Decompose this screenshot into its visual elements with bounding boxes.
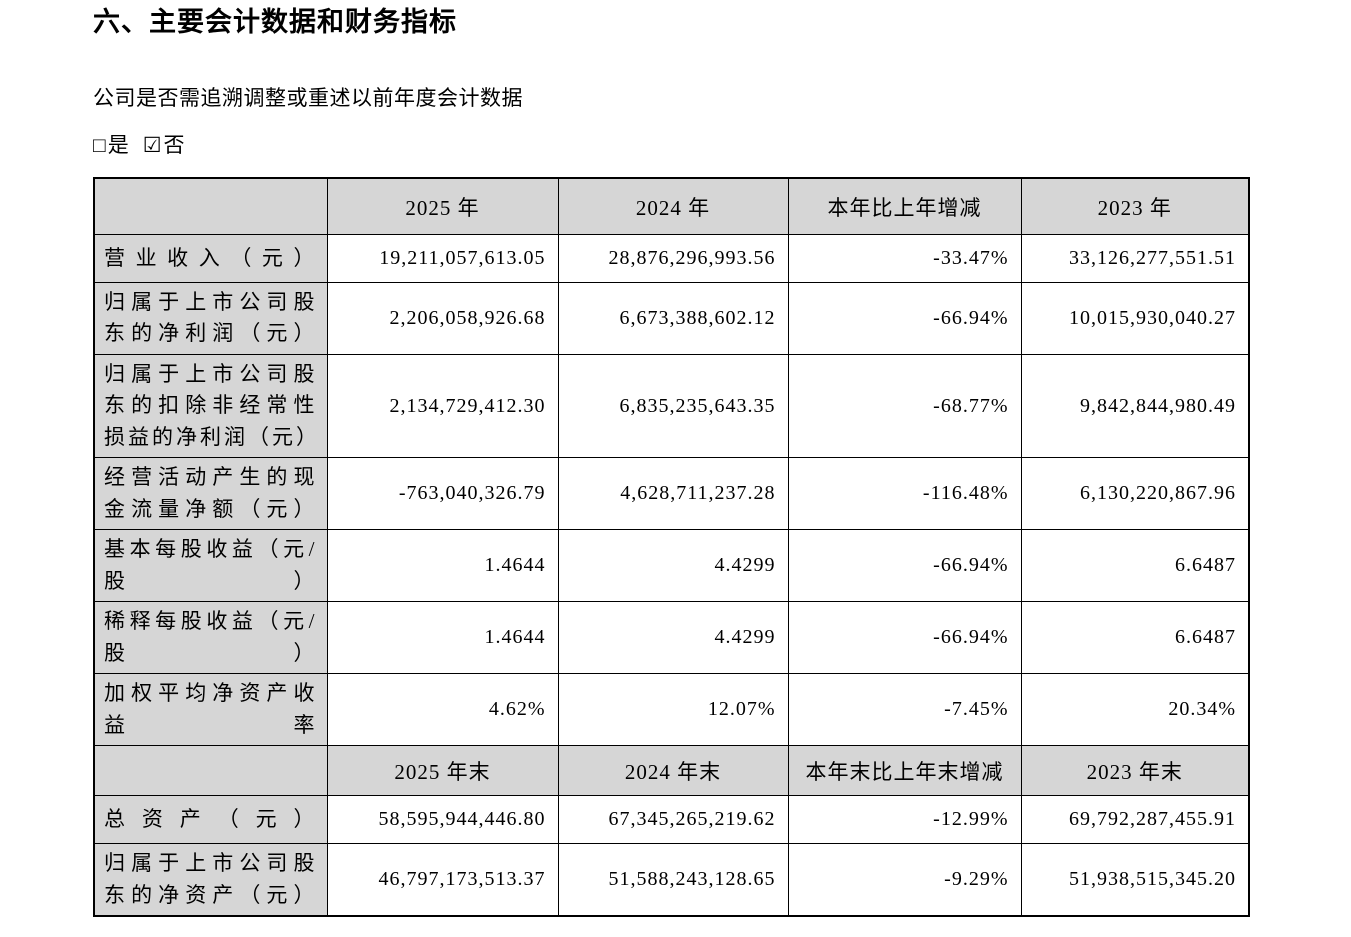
cell-value: -763,040,326.79: [326, 457, 559, 531]
header-yoy-change: 本年比上年增减: [787, 177, 1022, 235]
table-row-diluted-eps: 稀释每股收益（元/股） 1.4644 4.4299 -66.94% 6.6487: [93, 601, 1250, 675]
table-row-operating-cash-flow: 经营活动产生的现金流量净额（元） -763,040,326.79 4,628,7…: [93, 457, 1250, 531]
cell-value: 1.4644: [326, 529, 559, 603]
table-row-revenue: 营业收入（元） 19,211,057,613.05 28,876,296,993…: [93, 233, 1250, 283]
header-2023-yearend: 2023 年末: [1020, 745, 1250, 797]
cell-value: 6,835,235,643.35: [557, 353, 789, 459]
row-label: 归属于上市公司股东的净资产（元）: [93, 843, 328, 917]
table-row-total-assets: 总资产（元） 58,595,944,446.80 67,345,265,219.…: [93, 795, 1250, 845]
cell-value: -9.29%: [787, 843, 1022, 917]
section-title: 六、主要会计数据和财务指标: [93, 7, 457, 37]
cell-value: 4.62%: [326, 673, 559, 747]
financial-indicators-table: 2025 年 2024 年 本年比上年增减 2023 年 营业收入（元） 19,…: [93, 177, 1250, 918]
table-row-net-assets: 归属于上市公司股东的净资产（元） 46,797,173,513.37 51,58…: [93, 843, 1250, 917]
cell-value: -7.45%: [787, 673, 1022, 747]
header-2025: 2025 年: [326, 177, 559, 235]
cell-value: -66.94%: [787, 601, 1022, 675]
cell-value: 6,673,388,602.12: [557, 281, 789, 355]
header-yearend-change: 本年末比上年末增减: [787, 745, 1022, 797]
cell-value: 2,206,058,926.68: [326, 281, 559, 355]
cell-value: 4.4299: [557, 529, 789, 603]
header-blank-cell: [93, 177, 328, 235]
header-2025-yearend: 2025 年末: [326, 745, 559, 797]
cell-value: 28,876,296,993.56: [557, 233, 789, 283]
cell-value: 12.07%: [557, 673, 789, 747]
cell-value: -68.77%: [787, 353, 1022, 459]
row-label: 稀释每股收益（元/股）: [93, 601, 328, 675]
header-2023: 2023 年: [1020, 177, 1250, 235]
checkbox-yes-label: 是: [107, 133, 129, 158]
header-2024: 2024 年: [557, 177, 789, 235]
table-row-weighted-avg-roe: 加权平均净资产收益率 4.62% 12.07% -7.45% 20.34%: [93, 673, 1250, 747]
table-row-basic-eps: 基本每股收益（元/股） 1.4644 4.4299 -66.94% 6.6487: [93, 529, 1250, 603]
cell-value: 6.6487: [1020, 601, 1250, 675]
row-label: 归属于上市公司股东的净利润（元）: [93, 281, 328, 355]
checkbox-no: ☑否: [143, 133, 185, 157]
checkbox-checked-icon: ☑: [142, 133, 162, 158]
table-row-net-profit-excl-nonrecurring: 归属于上市公司股东的扣除非经常性损益的净利润（元） 2,134,729,412.…: [93, 353, 1250, 459]
checkbox-no-label: 否: [163, 133, 185, 158]
cell-value: -12.99%: [787, 795, 1022, 845]
table-row-net-profit: 归属于上市公司股东的净利润（元） 2,206,058,926.68 6,673,…: [93, 281, 1250, 355]
table-header-annual: 2025 年 2024 年 本年比上年增减 2023 年: [93, 177, 1250, 235]
row-label: 基本每股收益（元/股）: [93, 529, 328, 603]
restatement-question: 公司是否需追溯调整或重述以前年度会计数据: [93, 86, 523, 111]
row-label: 归属于上市公司股东的扣除非经常性损益的净利润（元）: [93, 353, 328, 459]
cell-value: -66.94%: [787, 529, 1022, 603]
cell-value: 4.4299: [557, 601, 789, 675]
row-label: 总资产（元）: [93, 795, 328, 845]
cell-value: 6.6487: [1020, 529, 1250, 603]
cell-value: -116.48%: [787, 457, 1022, 531]
header-blank-cell: [93, 745, 328, 797]
cell-value: 1.4644: [326, 601, 559, 675]
table-header-yearend: 2025 年末 2024 年末 本年末比上年末增减 2023 年末: [93, 745, 1250, 797]
cell-value: 67,345,265,219.62: [557, 795, 789, 845]
checkbox-row: □是 ☑否: [93, 129, 1351, 159]
cell-value: 51,938,515,345.20: [1020, 843, 1250, 917]
cell-value: 69,792,287,455.91: [1020, 795, 1250, 845]
cell-value: 9,842,844,980.49: [1020, 353, 1250, 459]
cell-value: 33,126,277,551.51: [1020, 233, 1250, 283]
row-label: 营业收入（元）: [93, 233, 328, 283]
row-label: 加权平均净资产收益率: [93, 673, 328, 747]
cell-value: 20.34%: [1020, 673, 1250, 747]
cell-value: 6,130,220,867.96: [1020, 457, 1250, 531]
cell-value: 10,015,930,040.27: [1020, 281, 1250, 355]
cell-value: 51,588,243,128.65: [557, 843, 789, 917]
header-2024-yearend: 2024 年末: [557, 745, 789, 797]
cell-value: 46,797,173,513.37: [326, 843, 559, 917]
cell-value: 4,628,711,237.28: [557, 457, 789, 531]
checkbox-yes: □是: [93, 133, 129, 157]
cell-value: 19,211,057,613.05: [326, 233, 559, 283]
checkbox-unchecked-icon: □: [93, 133, 106, 158]
cell-value: -66.94%: [787, 281, 1022, 355]
cell-value: 2,134,729,412.30: [326, 353, 559, 459]
cell-value: -33.47%: [787, 233, 1022, 283]
cell-value: 58,595,944,446.80: [326, 795, 559, 845]
row-label: 经营活动产生的现金流量净额（元）: [93, 457, 328, 531]
